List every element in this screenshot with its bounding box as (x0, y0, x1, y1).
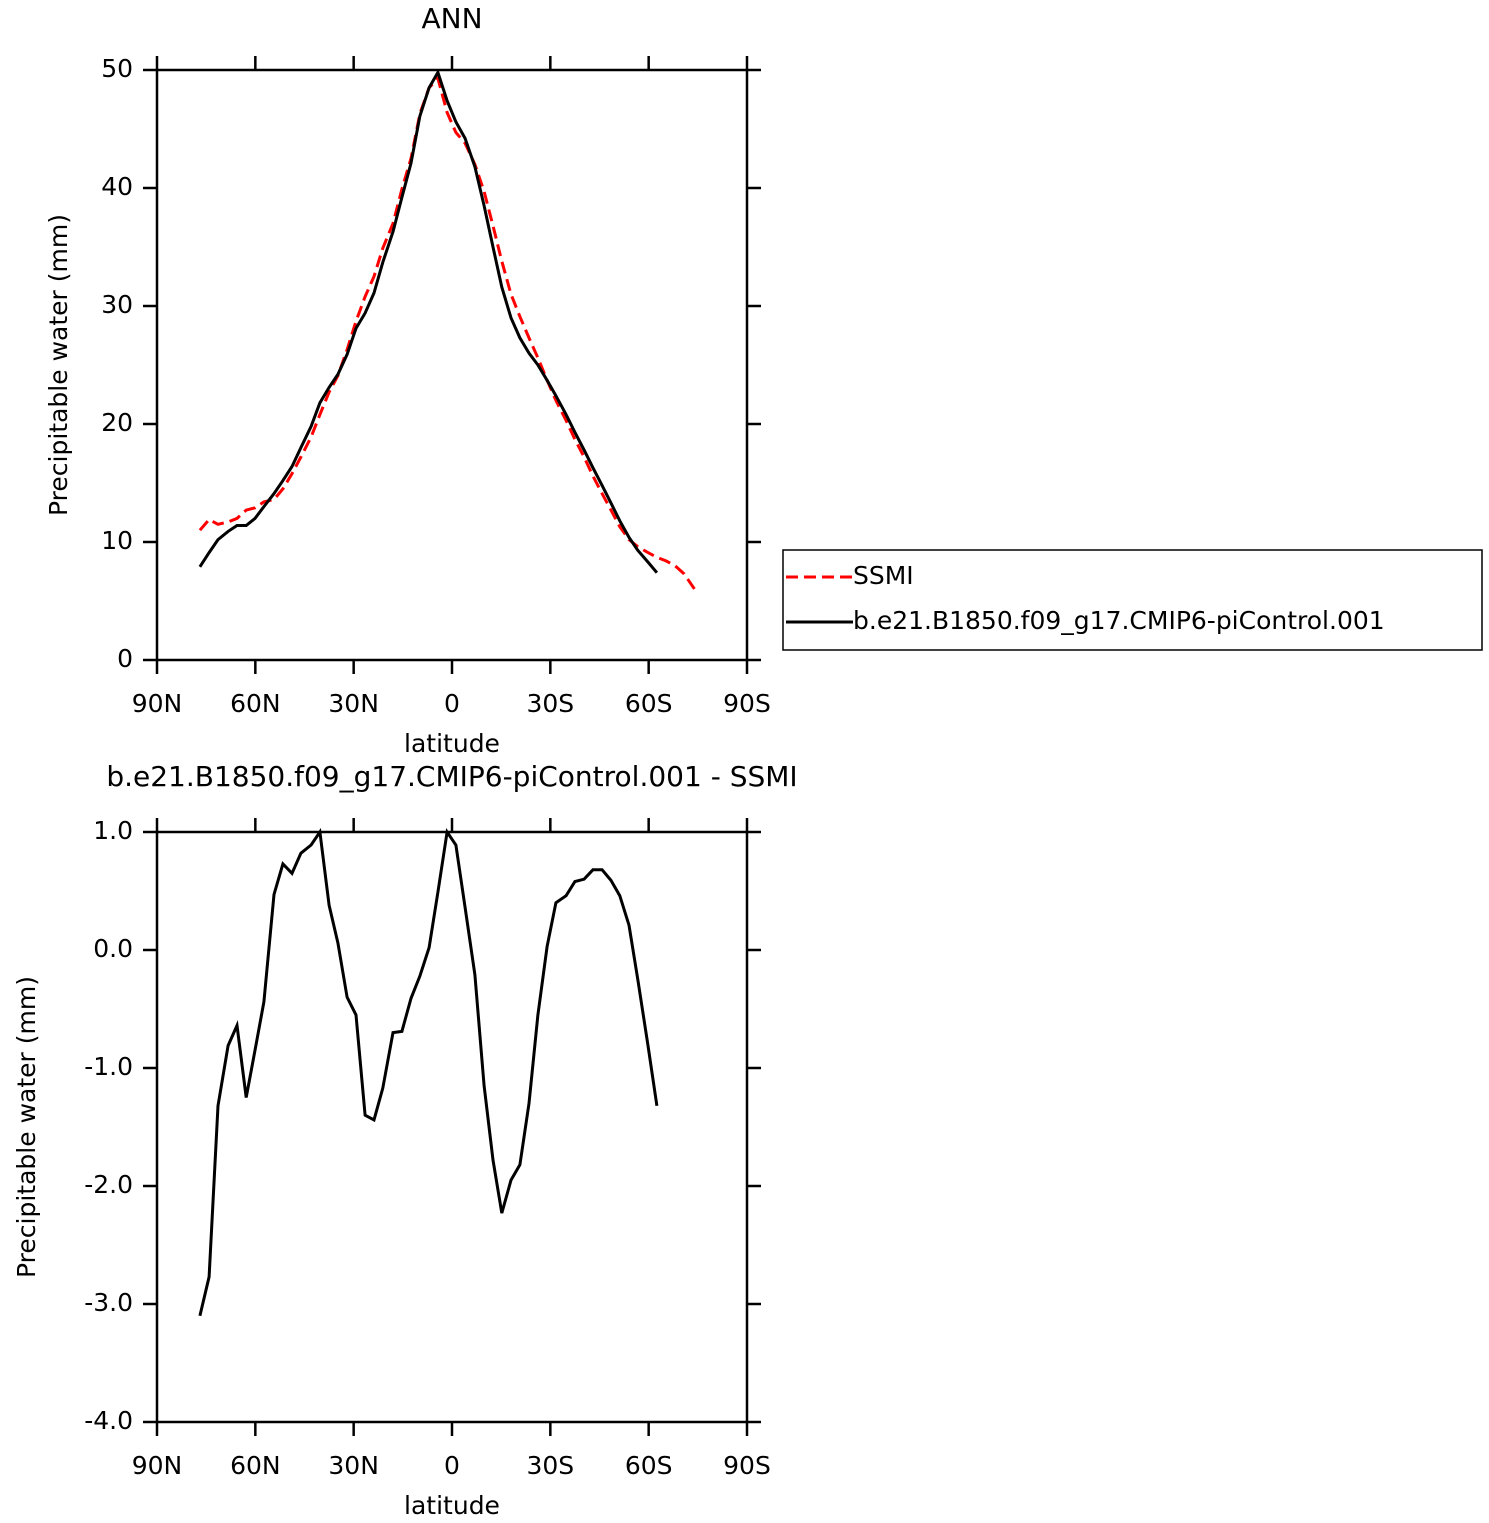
y-tick-label: 50 (101, 54, 133, 83)
y-tick-label: -2.0 (84, 1170, 133, 1199)
legend-label: SSMI (853, 561, 914, 590)
plot-frame (155, 830, 749, 1424)
x-axis-label: latitude (404, 729, 500, 758)
y-tick-label: 0.0 (93, 934, 133, 963)
chart-title: b.e21.B1850.f09_g17.CMIP6-piControl.001 … (106, 760, 797, 793)
y-axis-label: Precipitable water (mm) (12, 976, 41, 1278)
data-line (198, 75, 696, 591)
data-line (198, 827, 659, 1317)
x-tick-label: 30N (328, 1451, 379, 1480)
x-tick-label: 90N (132, 1451, 183, 1480)
y-tick-label: -3.0 (84, 1288, 133, 1317)
x-tick-label: 90N (132, 689, 183, 718)
plot-frame (155, 68, 749, 662)
x-tick-label: 0 (444, 689, 460, 718)
y-tick-label: 1.0 (93, 816, 133, 845)
y-tick-label: 10 (101, 526, 133, 555)
x-tick-label: 30S (526, 1451, 574, 1480)
x-tick-label: 90S (723, 689, 771, 718)
y-tick-label: -1.0 (84, 1052, 133, 1081)
y-tick-label: 40 (101, 172, 133, 201)
legend-box (782, 549, 1483, 651)
x-tick-label: 60S (625, 689, 673, 718)
x-tick-label: 0 (444, 1451, 460, 1480)
chart-title: ANN (421, 2, 482, 35)
x-tick-label: 60N (230, 1451, 281, 1480)
y-tick-label: 0 (117, 644, 133, 673)
y-tick-label: -4.0 (84, 1406, 133, 1435)
y-axis-label: Precipitable water (mm) (44, 214, 73, 516)
data-line (198, 68, 659, 574)
x-axis-label: latitude (404, 1491, 500, 1520)
x-tick-label: 90S (723, 1451, 771, 1480)
y-tick-label: 30 (101, 290, 133, 319)
x-tick-label: 60S (625, 1451, 673, 1480)
y-tick-label: 20 (101, 408, 133, 437)
legend-label: b.e21.B1850.f09_g17.CMIP6-piControl.001 (853, 606, 1385, 635)
x-tick-label: 30S (526, 689, 574, 718)
x-tick-label: 60N (230, 689, 281, 718)
x-tick-label: 30N (328, 689, 379, 718)
